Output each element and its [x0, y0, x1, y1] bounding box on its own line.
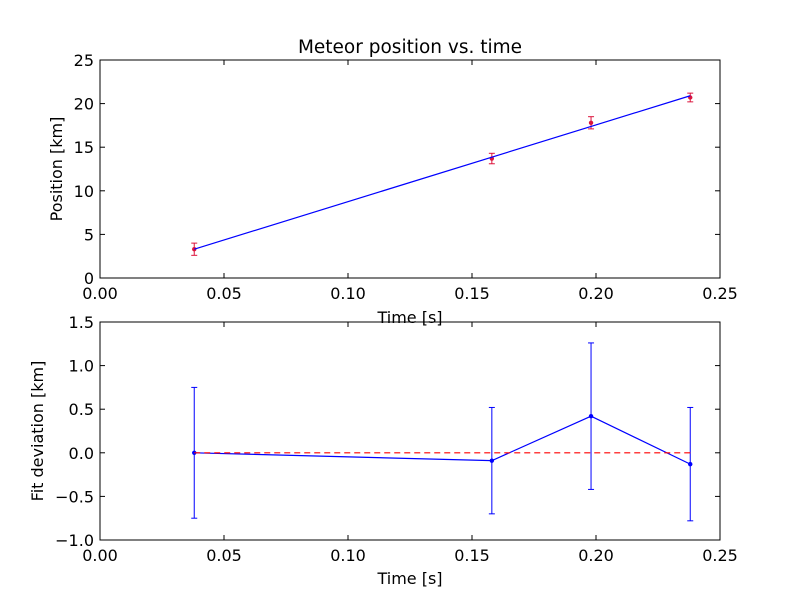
y-tick-label: 15 [74, 138, 94, 157]
y-tick-label: 10 [74, 182, 94, 201]
data-point [688, 461, 693, 467]
y-tick-label: −1.0 [55, 531, 94, 550]
x-tick-label: 0.20 [578, 546, 614, 565]
position-plot-xlabel: Time [s] [376, 308, 442, 327]
y-tick-label: 0 [84, 269, 94, 288]
data-point [489, 458, 495, 463]
deviation-plot-ticks: 0.00 0.05 0.10 0.15 0.20 0.25 −1.0 −0.5 0.0 0.5 1.… [55, 313, 738, 565]
x-tick-label: 0.10 [330, 546, 366, 565]
x-tick-label: 0.00 [82, 284, 118, 303]
deviation-plot-marks [191, 342, 694, 522]
position-plot-marks [191, 92, 694, 256]
x-tick-label: 0.25 [702, 284, 738, 303]
series-line [194, 415, 691, 465]
position-plot-ylabel: Position [km] [47, 117, 66, 222]
x-tick-label: 0.05 [206, 546, 242, 565]
y-tick-label: 0.5 [69, 400, 94, 419]
deviation-plot-xlabel: Time [s] [376, 569, 442, 588]
deviation-plot-frame [99, 321, 721, 541]
x-tick-label: 0.20 [578, 284, 614, 303]
y-tick-label: 1.5 [69, 313, 94, 332]
x-tick-label: 0.10 [330, 284, 366, 303]
series-line [194, 95, 691, 250]
position-plot-frame [99, 59, 721, 279]
x-tick-label: 0.05 [206, 284, 242, 303]
x-tick-label: 0.15 [454, 284, 490, 303]
position-plot-title: Meteor position vs. time [298, 37, 522, 58]
x-tick-label: 0.25 [702, 546, 738, 565]
deviation-plot-ylabel: Fit deviation [km] [28, 361, 47, 502]
deviation-plot: Time [s] Fit deviation [km] 0.00 0.05 0.10… [28, 313, 738, 588]
x-tick-label: 0.15 [454, 546, 490, 565]
y-tick-label: 20 [74, 95, 94, 114]
position-plot: Meteor position vs. time Time [s] Positi… [47, 37, 738, 327]
y-tick-label: 5 [84, 225, 94, 244]
data-point [588, 120, 594, 125]
y-tick-label: 1.0 [69, 357, 94, 376]
y-tick-label: 0.0 [69, 444, 94, 463]
y-tick-label: −0.5 [55, 487, 94, 506]
position-plot-ticks: 0.00 0.05 0.10 0.15 0.20 0.25 0 5 10 15 20 25 [74, 51, 738, 303]
y-tick-label: 25 [74, 51, 94, 70]
data-point [588, 413, 594, 419]
x-tick-label: 0.00 [82, 546, 118, 565]
